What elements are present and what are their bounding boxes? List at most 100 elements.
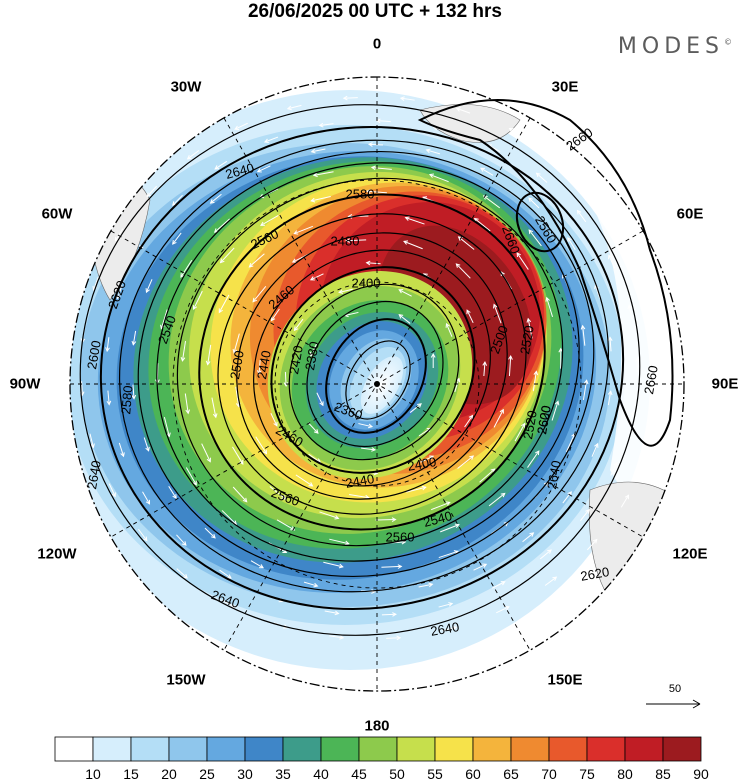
wind-arrow [180, 259, 193, 278]
wind-arrow [562, 491, 572, 504]
contour-2540 [176, 177, 564, 547]
colorbar-swatch [320, 736, 360, 762]
colorbar-tick: 20 [161, 766, 177, 782]
wind-arrow [343, 97, 358, 99]
wind-arrow [418, 583, 433, 588]
wind-arrow [308, 453, 321, 463]
wind-arrow [201, 443, 211, 462]
colorbar-tick: 65 [503, 766, 519, 782]
colorbar-swatch [206, 736, 246, 762]
wind-arrow-head [445, 501, 451, 506]
contour-label: 2640 [224, 160, 256, 182]
lon-label-90w: 90W [9, 375, 41, 393]
wind-arrow [528, 229, 542, 247]
colorbar-swatch [54, 736, 94, 762]
wind-arrow-head [310, 148, 316, 154]
wind-arrow-head [428, 582, 434, 588]
wind-arrow [386, 637, 401, 639]
wind-arrow [551, 401, 559, 421]
wind-arrow [420, 455, 434, 463]
wind-arrow [184, 393, 189, 414]
contour-2600 [119, 139, 609, 593]
wind-arrow-head [504, 606, 510, 611]
wind-arrow-head [594, 442, 599, 448]
wind-arrow [536, 172, 548, 183]
wind-arrow [398, 314, 411, 324]
wind-arrow [221, 510, 237, 525]
wind-arrow-head [547, 549, 552, 554]
svg-text:2540: 2540 [422, 508, 454, 530]
wind-arrow-head [630, 410, 635, 416]
wind-arrow-head [521, 422, 526, 428]
lon-label-0: 0 [372, 35, 382, 53]
lon-label-180: 180 [364, 717, 390, 735]
wind-arrow-head [192, 305, 198, 311]
wind-arrow-head [492, 303, 498, 309]
contour-label: 2380 [302, 340, 322, 371]
wind-arrow [400, 97, 415, 101]
wind-arrow-head [627, 304, 633, 310]
contour-2380 [325, 318, 427, 434]
wind-arrow [442, 626, 457, 632]
wind-arrow-head [293, 326, 299, 332]
wind-arrow [426, 149, 441, 155]
contour-label: 2400 [406, 454, 437, 474]
brand-logo: MODES© [618, 34, 732, 59]
wind-arrow [207, 344, 212, 365]
svg-text:2580: 2580 [346, 186, 375, 201]
wind-arrow [358, 423, 373, 428]
contour-2420 [288, 283, 460, 461]
contour-2520 [198, 193, 546, 531]
wind-arrow-head [116, 294, 121, 300]
wind-arrow-head [445, 322, 450, 328]
wind-arrow-head [211, 533, 216, 539]
wind-arrow [93, 276, 99, 291]
wind-arrow [252, 285, 267, 303]
wind-arrow [168, 485, 177, 499]
wind-arrow-head [580, 324, 586, 330]
wind-arrow-head [219, 258, 225, 264]
wind-arrow [474, 218, 491, 232]
wind-arrow-head [318, 122, 324, 128]
wind-arrow [398, 289, 412, 297]
wind-arrow [455, 263, 471, 279]
wind-arrow [219, 569, 232, 579]
svg-text:2380: 2380 [302, 340, 322, 371]
wind-arrow [586, 539, 598, 551]
wind-arrow [232, 486, 248, 503]
wind-arrow [249, 253, 265, 268]
wind-arrow-head [185, 409, 191, 415]
wind-arrow [287, 104, 302, 110]
wind-arrow [371, 167, 392, 170]
wind-arrow [324, 610, 339, 615]
wind-arrow-head [283, 382, 289, 387]
contour-label: 2580 [118, 385, 135, 415]
svg-text:2400: 2400 [352, 275, 381, 290]
svg-text:2640: 2640 [224, 160, 256, 182]
wind-arrow-head [398, 289, 404, 294]
wind-arrow-head [576, 209, 582, 215]
wind-arrow-head [145, 499, 151, 505]
wind-arrow [185, 467, 197, 486]
contour-2660-closed [515, 191, 565, 253]
wind-arrow-head [425, 148, 431, 154]
wind-arrow [464, 415, 473, 428]
wind-arrow [659, 393, 663, 408]
wind-arrow-head [342, 95, 348, 101]
wind-arrow [479, 468, 495, 483]
wind-arrow-head [370, 165, 376, 171]
wind-arrow-head [500, 581, 506, 586]
colorbar-tick: 70 [541, 766, 557, 782]
wind-arrow [403, 240, 423, 250]
latitude-circle-2 [172, 179, 582, 589]
wind-arrow [483, 361, 486, 377]
wind-arrow-head [146, 192, 152, 198]
contour-label: 2600 [84, 339, 104, 370]
wind-arrow-head [218, 308, 223, 314]
wind-arrow-head [234, 125, 240, 130]
south-pole-marker [374, 381, 380, 387]
wind-arrow-head [482, 195, 488, 200]
wind-arrow [311, 196, 331, 202]
wind-arrow [405, 217, 425, 225]
wind-arrow [294, 318, 304, 331]
